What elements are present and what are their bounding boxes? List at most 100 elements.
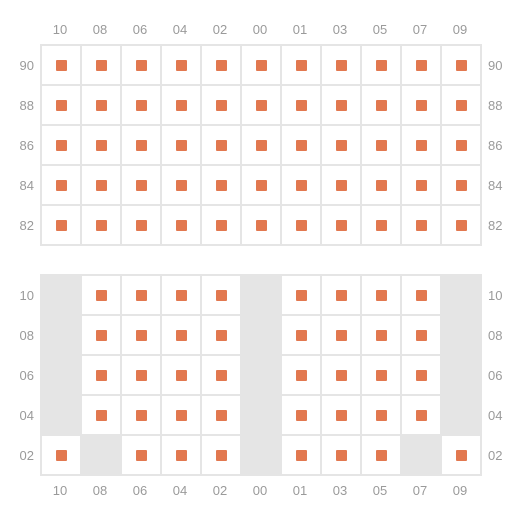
empty-cell xyxy=(241,435,281,475)
seat-cell xyxy=(161,435,201,475)
seat-cell xyxy=(401,205,441,245)
seat-marker xyxy=(456,140,467,151)
seat-marker xyxy=(96,60,107,71)
seat-marker xyxy=(96,100,107,111)
seat-marker xyxy=(136,410,147,421)
seat-cell xyxy=(41,165,81,205)
seat-cell xyxy=(201,395,241,435)
row-label: 84 xyxy=(482,165,512,205)
row-label: 84 xyxy=(10,165,40,205)
seat-marker xyxy=(336,60,347,71)
seat-cell xyxy=(321,125,361,165)
seat-cell xyxy=(121,205,161,245)
seat-cell xyxy=(361,355,401,395)
column-label: 08 xyxy=(80,484,120,497)
seat-cell xyxy=(321,45,361,85)
seat-marker xyxy=(136,100,147,111)
row-label: 02 xyxy=(10,435,40,475)
seat-marker xyxy=(296,180,307,191)
seat-marker xyxy=(296,100,307,111)
seat-marker xyxy=(216,450,227,461)
seat-cell xyxy=(161,275,201,315)
seat-cell xyxy=(361,275,401,315)
empty-cell xyxy=(41,315,81,355)
seat-cell xyxy=(121,395,161,435)
seat-marker xyxy=(256,60,267,71)
seat-cell xyxy=(401,85,441,125)
seat-marker xyxy=(176,410,187,421)
empty-cell xyxy=(241,395,281,435)
seat-marker xyxy=(176,220,187,231)
seat-cell xyxy=(121,45,161,85)
row-label: 08 xyxy=(10,315,40,355)
seat-marker xyxy=(376,450,387,461)
seat-marker xyxy=(376,180,387,191)
row-label: 86 xyxy=(10,125,40,165)
seat-marker xyxy=(376,370,387,381)
seat-marker xyxy=(376,60,387,71)
seat-marker xyxy=(336,290,347,301)
seat-marker xyxy=(456,60,467,71)
column-label: 01 xyxy=(280,23,320,36)
seat-marker xyxy=(296,220,307,231)
column-label: 07 xyxy=(400,23,440,36)
seat-cell xyxy=(81,355,121,395)
row-label: 82 xyxy=(10,205,40,245)
seat-marker xyxy=(376,330,387,341)
seat-marker xyxy=(136,140,147,151)
empty-cell xyxy=(41,395,81,435)
seat-cell xyxy=(201,435,241,475)
seat-cell xyxy=(321,395,361,435)
seat-cell xyxy=(161,85,201,125)
seat-marker xyxy=(136,370,147,381)
seat-cell xyxy=(281,165,321,205)
empty-cell xyxy=(41,275,81,315)
seat-marker xyxy=(256,140,267,151)
seat-cell xyxy=(281,395,321,435)
seat-marker xyxy=(256,180,267,191)
seat-marker xyxy=(176,330,187,341)
row-label: 88 xyxy=(10,85,40,125)
seat-marker xyxy=(176,290,187,301)
seat-cell xyxy=(441,125,481,165)
seat-cell xyxy=(201,125,241,165)
seat-marker xyxy=(456,100,467,111)
seat-marker xyxy=(176,370,187,381)
seat-marker xyxy=(296,330,307,341)
seat-marker xyxy=(336,220,347,231)
row-label: 88 xyxy=(482,85,512,125)
top-column-labels: 1008060402000103050709 xyxy=(10,23,510,36)
seat-marker xyxy=(336,330,347,341)
seat-marker xyxy=(96,180,107,191)
bottom-section: 1008060402 1008060402 xyxy=(10,274,510,476)
seat-marker xyxy=(296,410,307,421)
seat-cell xyxy=(321,315,361,355)
seat-marker xyxy=(336,100,347,111)
seat-cell xyxy=(41,125,81,165)
seat-marker xyxy=(456,180,467,191)
column-label: 08 xyxy=(80,23,120,36)
seat-cell xyxy=(401,165,441,205)
column-label: 10 xyxy=(40,23,80,36)
column-label: 03 xyxy=(320,23,360,36)
seat-marker xyxy=(336,410,347,421)
row-label: 90 xyxy=(10,45,40,85)
seat-marker xyxy=(216,330,227,341)
seat-cell xyxy=(41,435,81,475)
seat-cell xyxy=(121,125,161,165)
seat-marker xyxy=(256,220,267,231)
row-label: 86 xyxy=(482,125,512,165)
seat-cell xyxy=(241,85,281,125)
seat-cell xyxy=(161,125,201,165)
seat-cell xyxy=(121,315,161,355)
seat-cell xyxy=(201,275,241,315)
empty-cell xyxy=(441,355,481,395)
seat-cell xyxy=(241,125,281,165)
column-label: 02 xyxy=(200,23,240,36)
seat-cell xyxy=(361,205,401,245)
empty-cell xyxy=(441,275,481,315)
seat-marker xyxy=(136,220,147,231)
seat-marker xyxy=(136,330,147,341)
seat-cell xyxy=(361,315,401,355)
seat-cell xyxy=(241,165,281,205)
